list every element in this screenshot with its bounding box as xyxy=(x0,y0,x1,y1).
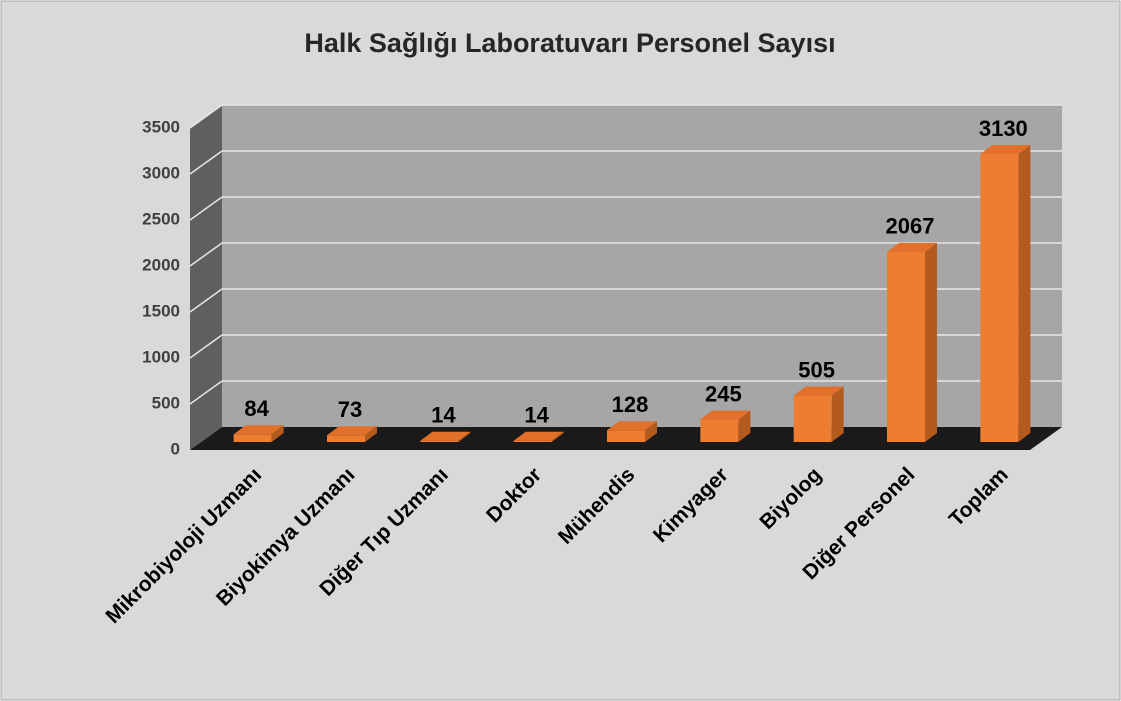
y-tick-label: 2000 xyxy=(142,255,180,274)
value-label: 128 xyxy=(612,392,649,417)
bar-side xyxy=(365,426,377,442)
value-label: 14 xyxy=(431,403,456,428)
y-tick-label: 3500 xyxy=(142,117,180,136)
y-tick-label: 500 xyxy=(152,393,180,412)
y-tick-label: 0 xyxy=(171,439,180,458)
bar xyxy=(980,154,1019,443)
bar-top xyxy=(513,431,564,441)
grid-line-side xyxy=(189,380,223,405)
bar xyxy=(607,430,645,442)
bar-side xyxy=(645,421,657,442)
bar-top xyxy=(980,145,1031,155)
bar-side xyxy=(925,242,937,442)
back-wall xyxy=(222,105,1062,427)
value-label: 505 xyxy=(798,357,835,382)
bar-side xyxy=(458,431,471,442)
bar-top xyxy=(233,425,284,435)
bar-top xyxy=(607,421,657,431)
value-label: 73 xyxy=(338,397,362,422)
bar-side xyxy=(738,410,751,442)
bar-top xyxy=(420,431,471,441)
bar xyxy=(700,419,739,442)
y-tick-label: 3000 xyxy=(142,163,180,182)
value-label: 14 xyxy=(524,403,549,428)
bar-side xyxy=(1018,145,1031,443)
bar-side xyxy=(551,431,564,442)
bar-top xyxy=(327,426,377,436)
grid-line-side xyxy=(189,242,223,267)
y-tick-label: 1500 xyxy=(142,301,180,320)
bar xyxy=(513,440,552,442)
grid-line-side xyxy=(189,104,223,129)
value-label: 84 xyxy=(244,396,269,421)
y-tick-label: 1000 xyxy=(142,347,180,366)
bar-top xyxy=(793,386,844,396)
value-label: 2067 xyxy=(886,214,935,239)
bar-top xyxy=(887,242,937,252)
value-label: 3130 xyxy=(979,116,1028,141)
bar-side xyxy=(831,386,844,442)
bar xyxy=(793,395,832,442)
y-tick-label: 2500 xyxy=(142,209,180,228)
bar xyxy=(420,440,459,442)
grid-line-side xyxy=(189,196,223,221)
grid-line-side xyxy=(189,334,223,359)
bar xyxy=(233,434,272,442)
side-wall xyxy=(190,105,222,450)
grid-line-side xyxy=(189,150,223,175)
chart-title: Halk Sağlığı Laboratuvarı Personel Sayıs… xyxy=(304,28,835,58)
bar-top xyxy=(700,410,751,420)
bar-side xyxy=(271,425,284,442)
grid-line-side xyxy=(189,288,223,313)
bar xyxy=(887,251,925,442)
value-label: 245 xyxy=(705,381,742,406)
bar xyxy=(327,435,365,442)
